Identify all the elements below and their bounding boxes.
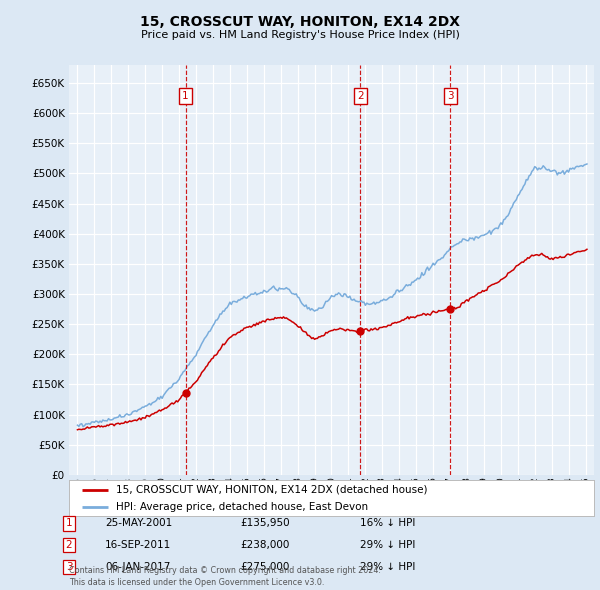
Text: £238,000: £238,000 [240, 540, 289, 550]
Text: 2: 2 [357, 91, 364, 101]
Text: 29% ↓ HPI: 29% ↓ HPI [360, 562, 415, 572]
Text: 25-MAY-2001: 25-MAY-2001 [105, 519, 172, 528]
Text: 1: 1 [65, 519, 73, 528]
Text: 16% ↓ HPI: 16% ↓ HPI [360, 519, 415, 528]
Text: 15, CROSSCUT WAY, HONITON, EX14 2DX: 15, CROSSCUT WAY, HONITON, EX14 2DX [140, 15, 460, 29]
Text: £275,000: £275,000 [240, 562, 289, 572]
Text: Price paid vs. HM Land Registry's House Price Index (HPI): Price paid vs. HM Land Registry's House … [140, 31, 460, 40]
Text: £135,950: £135,950 [240, 519, 290, 528]
Text: 06-JAN-2017: 06-JAN-2017 [105, 562, 170, 572]
Text: 3: 3 [447, 91, 454, 101]
Text: 15, CROSSCUT WAY, HONITON, EX14 2DX (detached house): 15, CROSSCUT WAY, HONITON, EX14 2DX (det… [116, 485, 428, 495]
Text: 16-SEP-2011: 16-SEP-2011 [105, 540, 171, 550]
Text: Contains HM Land Registry data © Crown copyright and database right 2024.
This d: Contains HM Land Registry data © Crown c… [69, 566, 381, 587]
Text: 29% ↓ HPI: 29% ↓ HPI [360, 540, 415, 550]
Text: 3: 3 [65, 562, 73, 572]
Text: HPI: Average price, detached house, East Devon: HPI: Average price, detached house, East… [116, 502, 368, 512]
Text: 2: 2 [65, 540, 73, 550]
Text: 1: 1 [182, 91, 189, 101]
